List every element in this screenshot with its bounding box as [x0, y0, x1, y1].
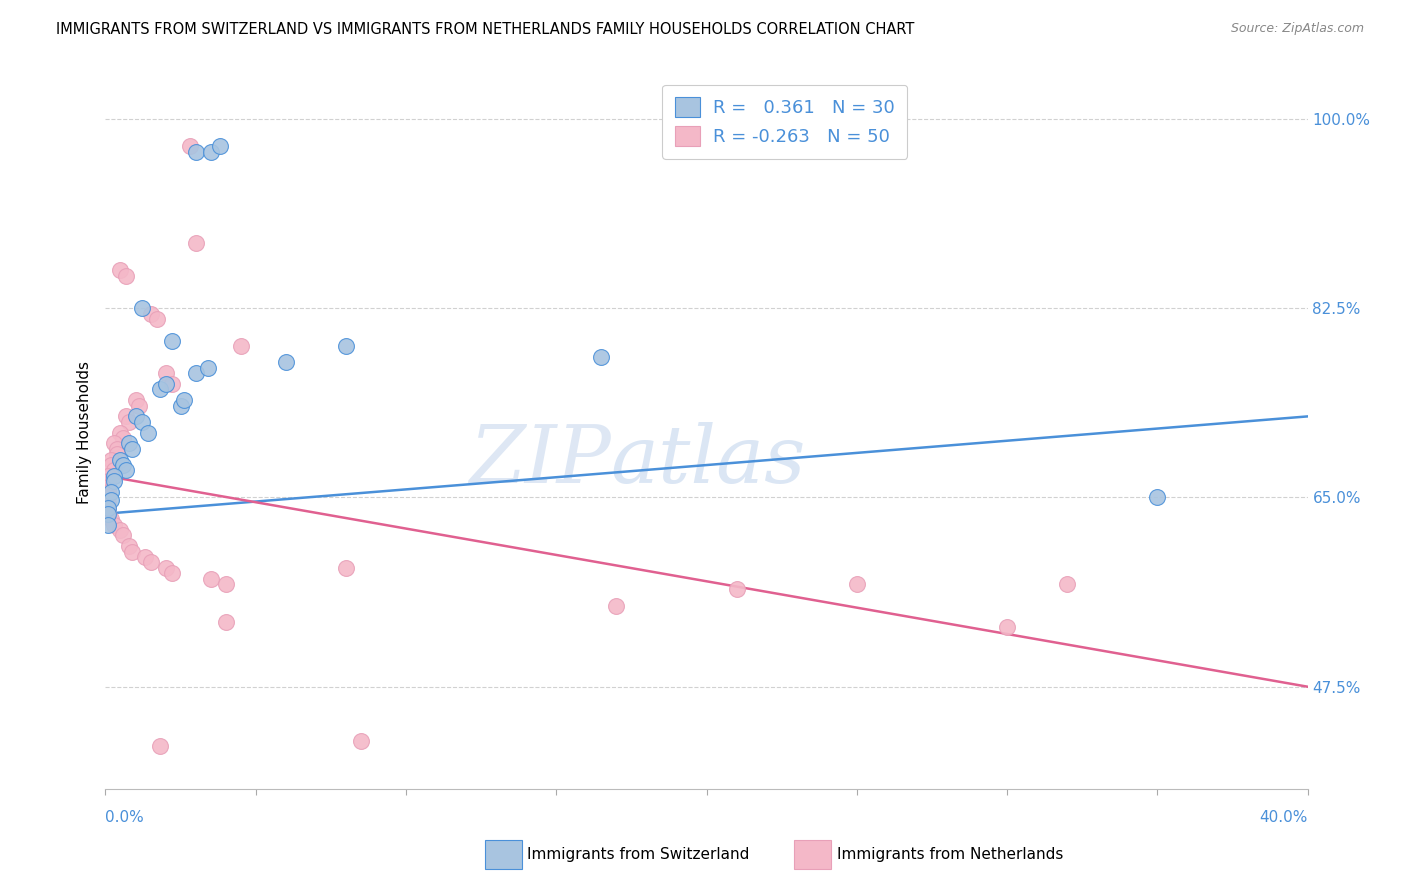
- Point: [128, 399, 150, 413]
- Point: [725, 582, 748, 597]
- Point: [112, 431, 135, 445]
- Point: [335, 561, 357, 575]
- Point: [124, 409, 146, 424]
- Point: [335, 339, 357, 353]
- Point: [160, 566, 183, 581]
- Point: [115, 409, 138, 424]
- Point: [110, 523, 132, 537]
- Point: [97, 485, 120, 500]
- Point: [214, 615, 236, 629]
- Point: [995, 620, 1018, 634]
- Text: Source: ZipAtlas.com: Source: ZipAtlas.com: [1230, 22, 1364, 36]
- Point: [845, 577, 868, 591]
- Point: [184, 366, 207, 380]
- Point: [134, 549, 156, 564]
- Point: [1146, 491, 1168, 505]
- Point: [160, 376, 183, 391]
- Point: [148, 739, 170, 754]
- Text: atlas: atlas: [610, 423, 806, 500]
- Point: [97, 480, 120, 494]
- Point: [118, 539, 141, 553]
- Point: [200, 572, 222, 586]
- Point: [136, 425, 159, 440]
- Point: [121, 442, 143, 456]
- Text: ZIP: ZIP: [468, 423, 610, 500]
- Point: [103, 436, 125, 450]
- Point: [110, 425, 132, 440]
- Text: Immigrants from Netherlands: Immigrants from Netherlands: [837, 847, 1063, 862]
- Point: [115, 268, 138, 283]
- Point: [112, 528, 135, 542]
- Point: [208, 139, 231, 153]
- Point: [100, 458, 122, 472]
- Point: [97, 507, 120, 521]
- Point: [103, 517, 125, 532]
- Point: [139, 555, 162, 569]
- Point: [229, 339, 252, 353]
- Point: [97, 517, 120, 532]
- Text: 0.0%: 0.0%: [105, 810, 145, 825]
- Point: [131, 415, 153, 429]
- Point: [110, 263, 132, 277]
- Point: [103, 463, 125, 477]
- Point: [103, 475, 125, 489]
- Point: [115, 463, 138, 477]
- Point: [214, 577, 236, 591]
- Point: [148, 383, 170, 397]
- Point: [155, 561, 177, 575]
- Point: [184, 236, 207, 251]
- Point: [155, 366, 177, 380]
- Point: [145, 312, 167, 326]
- Point: [121, 544, 143, 558]
- Point: [605, 599, 627, 613]
- Point: [118, 436, 141, 450]
- Point: [97, 468, 120, 483]
- Point: [97, 501, 120, 516]
- Point: [124, 393, 146, 408]
- Point: [160, 334, 183, 348]
- Point: [169, 399, 191, 413]
- Point: [118, 415, 141, 429]
- Point: [197, 360, 219, 375]
- Point: [97, 507, 120, 521]
- Point: [107, 442, 129, 456]
- Point: [179, 139, 201, 153]
- Legend: R =   0.361   N = 30, R = -0.263   N = 50: R = 0.361 N = 30, R = -0.263 N = 50: [662, 85, 907, 159]
- Point: [100, 452, 122, 467]
- Point: [274, 355, 297, 369]
- Point: [184, 145, 207, 159]
- Point: [110, 452, 132, 467]
- Point: [350, 733, 373, 747]
- Point: [103, 468, 125, 483]
- Point: [100, 512, 122, 526]
- Point: [200, 145, 222, 159]
- Point: [155, 376, 177, 391]
- Text: Immigrants from Switzerland: Immigrants from Switzerland: [527, 847, 749, 862]
- Point: [100, 492, 122, 507]
- Text: IMMIGRANTS FROM SWITZERLAND VS IMMIGRANTS FROM NETHERLANDS FAMILY HOUSEHOLDS COR: IMMIGRANTS FROM SWITZERLAND VS IMMIGRANT…: [56, 22, 915, 37]
- Point: [112, 458, 135, 472]
- Point: [97, 475, 120, 489]
- Point: [97, 496, 120, 510]
- Point: [173, 393, 195, 408]
- Point: [131, 301, 153, 316]
- Point: [107, 447, 129, 461]
- Y-axis label: Family Households: Family Households: [77, 361, 93, 504]
- Point: [1056, 577, 1078, 591]
- Point: [97, 501, 120, 516]
- Text: 40.0%: 40.0%: [1260, 810, 1308, 825]
- Point: [139, 307, 162, 321]
- Point: [591, 350, 613, 364]
- Point: [97, 491, 120, 505]
- Point: [100, 485, 122, 500]
